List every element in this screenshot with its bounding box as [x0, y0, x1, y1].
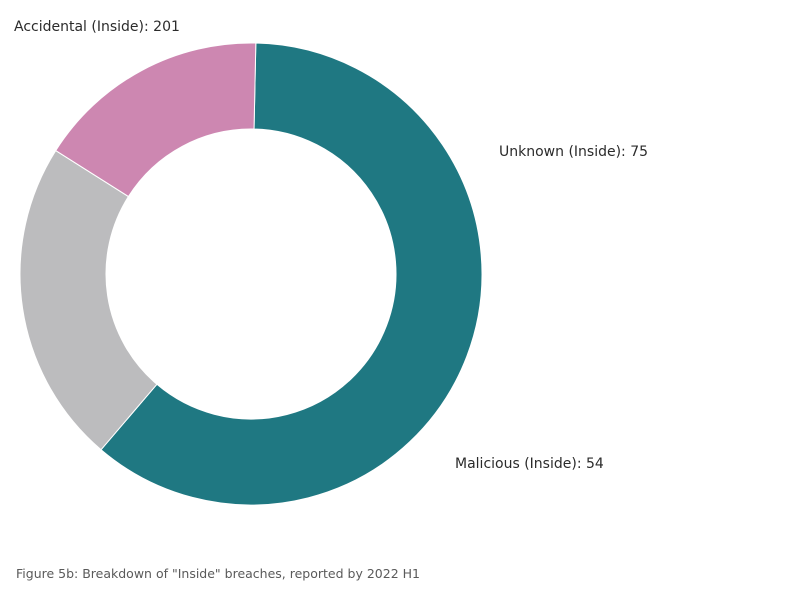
donut-slice-malicious — [55, 42, 257, 198]
figure-caption: Figure 5b: Breakdown of "Inside" breache… — [16, 566, 420, 581]
slice-label-unknown: Unknown (Inside): 75 — [499, 144, 648, 160]
slice-label-accidental: Accidental (Inside): 201 — [14, 19, 180, 35]
donut-chart: Accidental (Inside): 201 Unknown (Inside… — [14, 19, 648, 506]
donut-slices — [19, 42, 483, 506]
donut-slice-accidental — [100, 42, 483, 506]
slice-label-malicious: Malicious (Inside): 54 — [455, 456, 604, 472]
donut-slice-unknown — [19, 149, 158, 451]
